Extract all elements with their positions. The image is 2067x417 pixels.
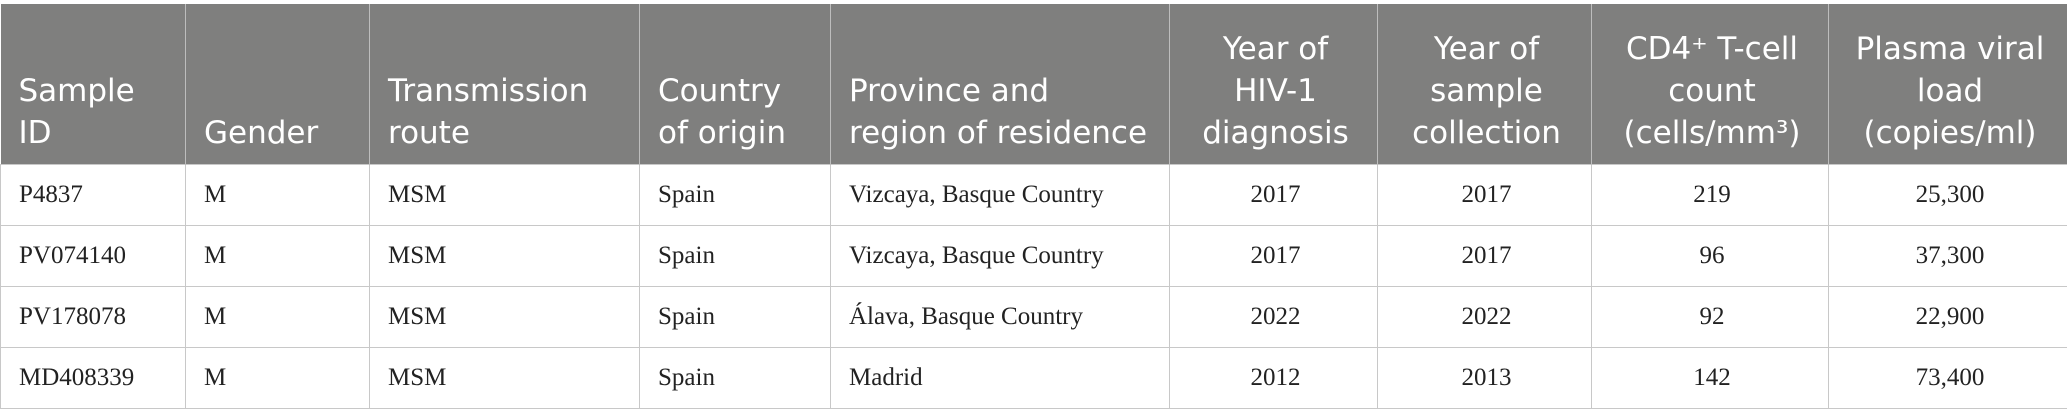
table-cell: 2017	[1169, 164, 1378, 226]
table-cell: 92	[1591, 286, 1829, 348]
table-cell: 2017	[1377, 164, 1592, 226]
header-cell: Province and region of residence	[830, 4, 1170, 165]
table-cell: Spain	[639, 286, 831, 348]
table-cell: Álava, Basque Country	[830, 286, 1170, 348]
table-cell: 37,300	[1828, 225, 2067, 287]
table-cell: 2017	[1377, 225, 1592, 287]
header-cell: Country of origin	[639, 4, 831, 165]
table-cell: P4837	[0, 164, 186, 226]
table-cell: MD408339	[0, 347, 186, 409]
header-cell: Year of sample collection	[1377, 4, 1592, 165]
table-cell: 219	[1591, 164, 1829, 226]
table-cell: M	[185, 347, 370, 409]
header-cell: CD4⁺ T-cell count (cells/mm³)	[1591, 4, 1829, 165]
table-cell: 2017	[1169, 225, 1378, 287]
table-row: PV074140 M MSM Spain Vizcaya, Basque Country…	[0, 225, 2067, 287]
table-cell: 73,400	[1828, 347, 2067, 409]
table-row: PV178078 M MSM Spain Álava, Basque Country 20…	[0, 286, 2067, 348]
table-row: P4837 M MSM Spain Vizcaya, Basque Country 201…	[0, 164, 2067, 226]
table-cell: 96	[1591, 225, 1829, 287]
table-body: P4837 M MSM Spain Vizcaya, Basque Country 201…	[0, 164, 2067, 409]
table-cell: Spain	[639, 347, 831, 409]
table-cell: Spain	[639, 225, 831, 287]
header-row: Sample ID Gender Transmission route Country…	[0, 4, 2067, 165]
table-cell: MSM	[369, 286, 640, 348]
header-cell: Sample ID	[0, 4, 186, 165]
table-cell: 2022	[1169, 286, 1378, 348]
table-cell: 25,300	[1828, 164, 2067, 226]
header-cell: Year of HIV-1 diagnosis	[1169, 4, 1378, 165]
table-cell: MSM	[369, 347, 640, 409]
header-cell: Transmission route	[369, 4, 640, 165]
table-cell: 22,900	[1828, 286, 2067, 348]
table-cell: MSM	[369, 164, 640, 226]
table-row: MD408339 M MSM Spain Madrid 2012 2013 142 73,400	[0, 347, 2067, 409]
table-cell: Vizcaya, Basque Country	[830, 225, 1170, 287]
data-table: Sample ID Gender Transmission route Country…	[0, 4, 2067, 409]
table-cell: 2022	[1377, 286, 1592, 348]
table-cell: M	[185, 164, 370, 226]
header-cell: Gender	[185, 4, 370, 165]
table-cell: Spain	[639, 164, 831, 226]
table-cell: 2013	[1377, 347, 1592, 409]
table-cell: PV074140	[0, 225, 186, 287]
table-cell: M	[185, 225, 370, 287]
table-cell: PV178078	[0, 286, 186, 348]
table-cell: M	[185, 286, 370, 348]
table-cell: Madrid	[830, 347, 1170, 409]
table-cell: Vizcaya, Basque Country	[830, 164, 1170, 226]
table-cell: 2012	[1169, 347, 1378, 409]
header-cell: Plasma viral load (copies/ml)	[1828, 4, 2067, 165]
table-cell: MSM	[369, 225, 640, 287]
table-cell: 142	[1591, 347, 1829, 409]
